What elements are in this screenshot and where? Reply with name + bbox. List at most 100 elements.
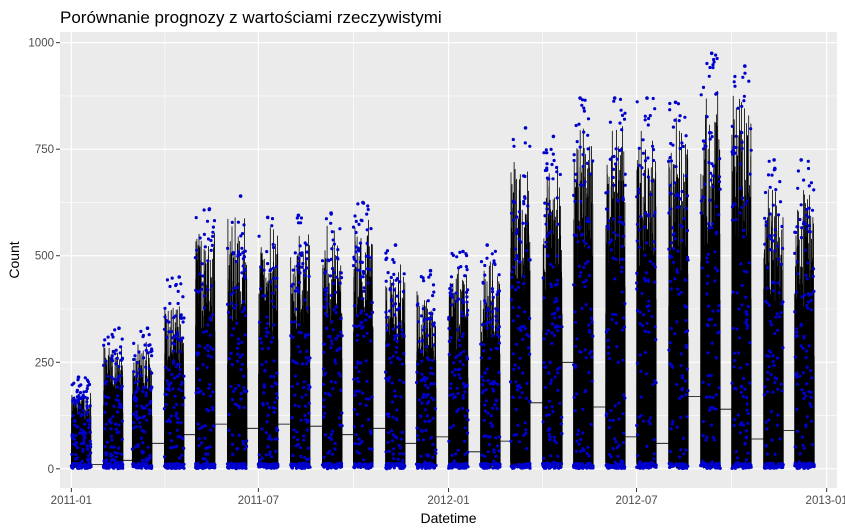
actual-point [352, 304, 357, 308]
actual-point [302, 438, 306, 442]
actual-point [136, 379, 140, 383]
actual-point [134, 390, 138, 395]
actual-point [114, 422, 118, 426]
actual-point [650, 179, 654, 183]
actual-point [421, 307, 425, 311]
actual-point [339, 462, 343, 467]
actual-point [617, 401, 621, 405]
actual-point [420, 372, 424, 376]
actual-point [390, 429, 394, 433]
actual-point [270, 384, 274, 388]
actual-point [210, 405, 215, 409]
actual-point [615, 157, 619, 161]
actual-point [83, 422, 87, 426]
actual-point [194, 216, 198, 220]
actual-point [320, 259, 325, 263]
actual-point [516, 285, 521, 289]
actual-point [742, 228, 746, 232]
actual-point [775, 312, 779, 316]
actual-point [144, 365, 148, 369]
actual-point [243, 314, 248, 318]
actual-point [258, 461, 262, 465]
actual-point [231, 433, 235, 437]
actual-point [456, 392, 460, 396]
actual-point [340, 411, 344, 415]
actual-point [265, 420, 269, 424]
actual-point [702, 147, 706, 151]
actual-point [714, 92, 718, 96]
actual-point [241, 264, 245, 268]
actual-point [355, 450, 359, 454]
actual-point [466, 308, 470, 312]
actual-point [457, 373, 461, 377]
actual-point [258, 320, 262, 324]
actual-point [544, 222, 548, 226]
actual-point [715, 56, 719, 61]
actual-point [176, 301, 180, 306]
actual-point [331, 465, 335, 469]
actual-point [426, 386, 430, 390]
actual-point [669, 465, 673, 469]
actual-point [385, 328, 389, 332]
actual-point [525, 447, 529, 451]
actual-point [333, 290, 338, 294]
actual-point [549, 284, 554, 289]
actual-point [207, 386, 211, 390]
actual-point [226, 465, 230, 469]
actual-point [763, 190, 768, 195]
actual-point [419, 454, 423, 458]
actual-point [732, 423, 736, 428]
actual-point [421, 438, 425, 442]
actual-point [739, 390, 743, 395]
actual-point [456, 328, 460, 332]
actual-point [635, 100, 639, 104]
actual-point [384, 251, 388, 255]
actual-point [333, 447, 337, 451]
actual-point [777, 465, 781, 469]
actual-point [141, 450, 146, 454]
actual-point [649, 465, 653, 469]
actual-point [490, 423, 494, 427]
actual-point [398, 357, 402, 361]
actual-point [229, 293, 233, 297]
actual-point [716, 269, 720, 273]
actual-point [448, 465, 452, 469]
actual-point [712, 57, 716, 62]
actual-point [163, 315, 167, 319]
actual-point [713, 279, 717, 283]
actual-point [182, 374, 186, 378]
actual-point [352, 257, 356, 261]
actual-point-max [76, 375, 81, 380]
actual-point [584, 278, 588, 282]
actual-point [643, 253, 647, 257]
actual-point [235, 321, 239, 325]
actual-point [465, 431, 470, 435]
actual-point [684, 465, 689, 469]
actual-point [485, 256, 489, 260]
actual-point [510, 466, 515, 470]
actual-point [150, 354, 154, 358]
actual-point [134, 466, 139, 470]
actual-point [710, 135, 714, 139]
actual-point [366, 204, 370, 208]
actual-point [357, 249, 361, 253]
actual-point [642, 461, 647, 465]
actual-point [170, 276, 174, 280]
actual-point [519, 328, 523, 332]
actual-point [242, 389, 246, 393]
actual-point [701, 85, 706, 89]
actual-point [323, 391, 327, 395]
actual-point [81, 449, 85, 453]
actual-point [586, 133, 590, 137]
actual-point [177, 465, 181, 469]
actual-point [196, 422, 200, 426]
actual-point [586, 445, 590, 449]
actual-point [494, 314, 498, 318]
actual-point [516, 314, 520, 318]
actual-point [713, 266, 718, 270]
actual-point [714, 230, 719, 234]
actual-point [804, 423, 808, 427]
actual-point [713, 438, 717, 442]
actual-point [305, 349, 309, 353]
